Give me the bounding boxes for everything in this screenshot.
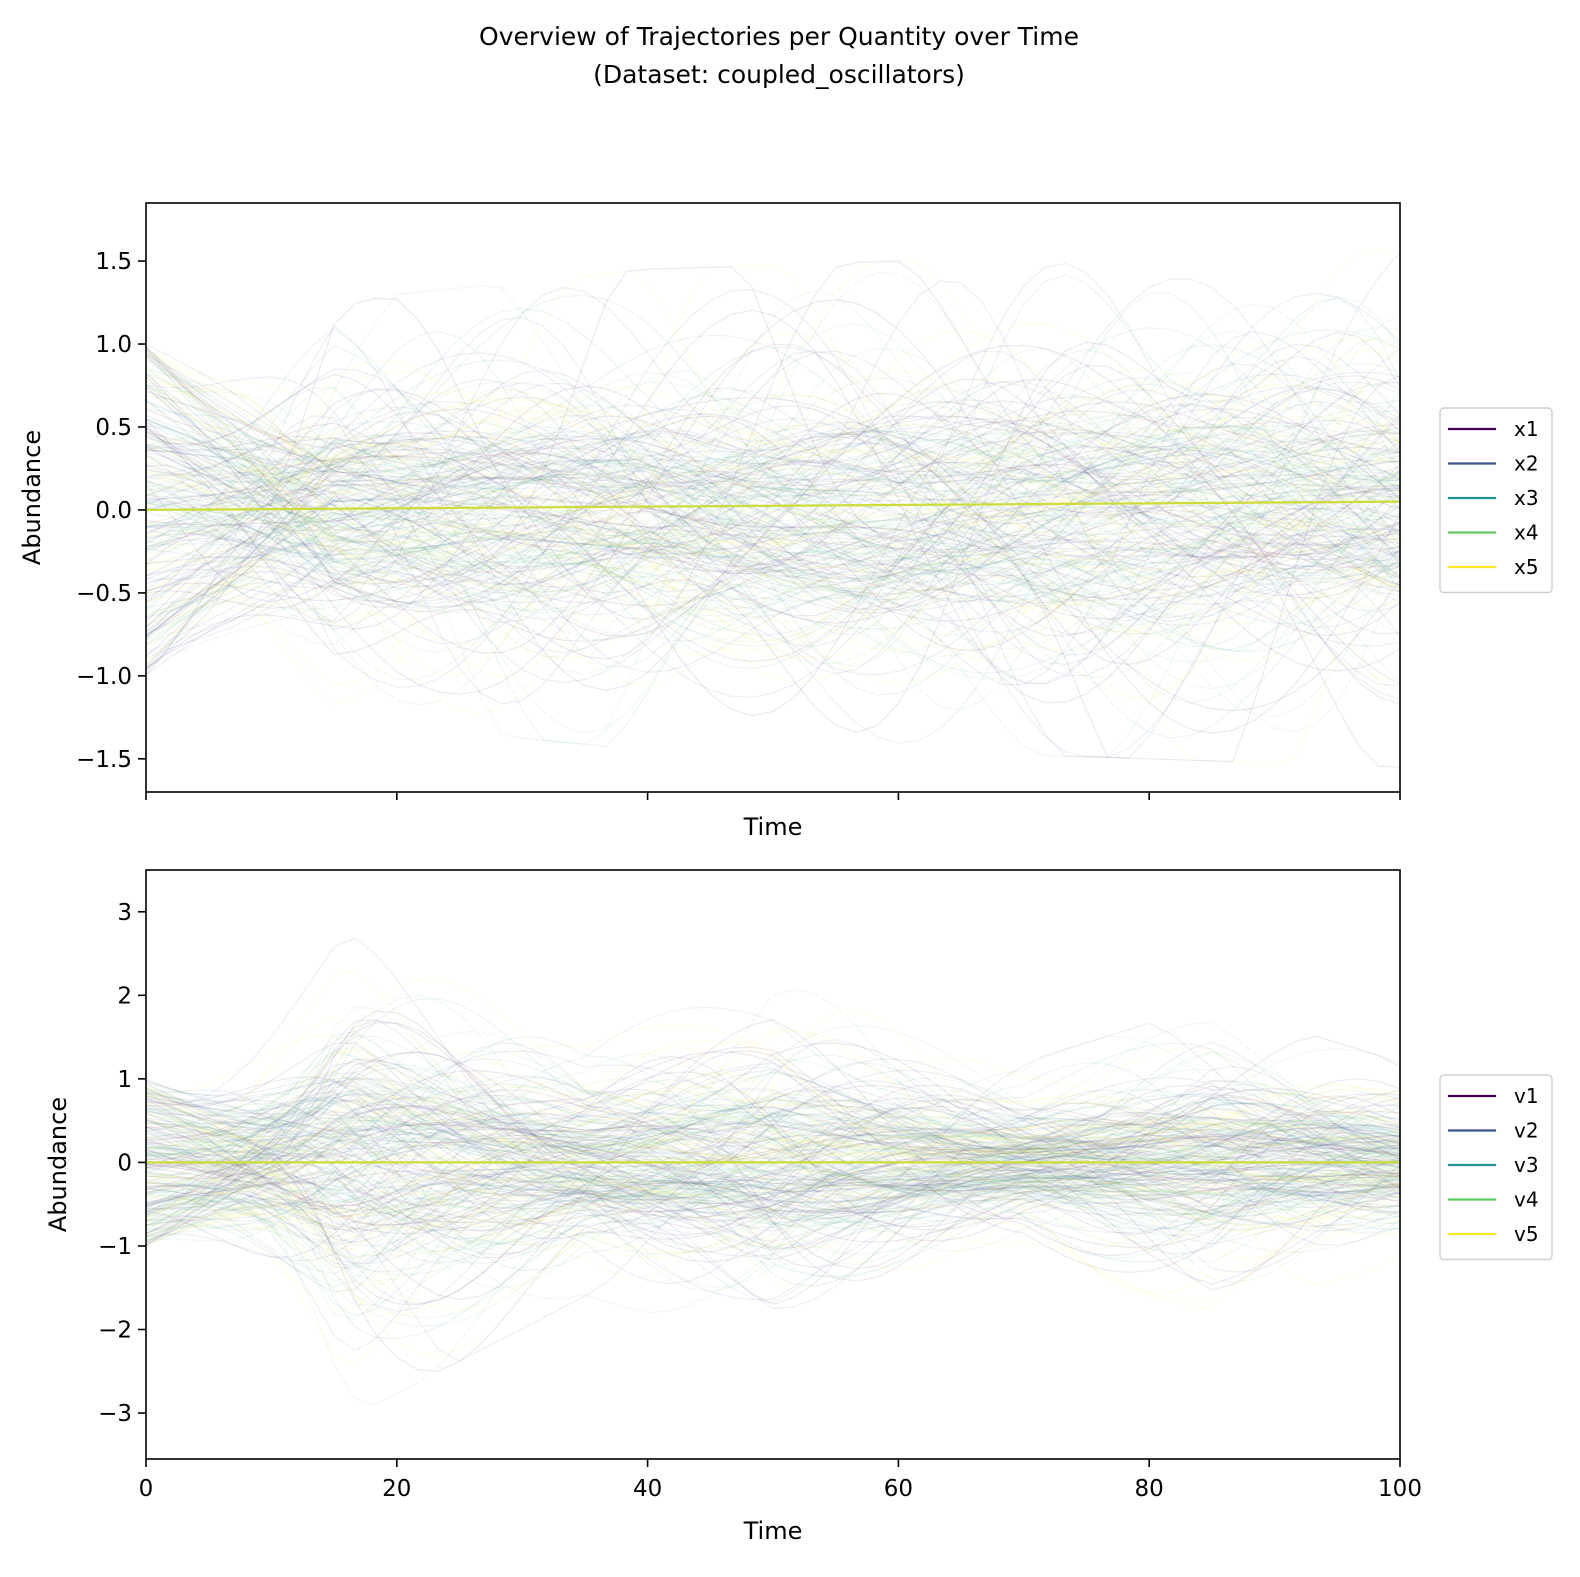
- y-tick-label: 1.0: [95, 332, 132, 358]
- top-panel: −1.5−1.0−0.50.00.51.01.5TimeAbundancex1x…: [18, 202, 1553, 841]
- x-axis-label: Time: [743, 813, 803, 841]
- axes-frame: [145, 202, 1401, 793]
- y-tick-label: −3: [98, 1401, 132, 1427]
- bottom-panel: 0 20 40 60 80 100−3−2−10123TimeAbundancev1v2v…: [44, 869, 1553, 1545]
- legend-label: v3: [1514, 1153, 1539, 1177]
- y-tick-label: 3: [117, 900, 132, 926]
- figure-subtitle: (Dataset: coupled_oscillators): [593, 60, 965, 89]
- y-tick-label: 0: [117, 1150, 132, 1176]
- legend-label: v1: [1514, 1084, 1539, 1108]
- x-tick-label: 80: [1135, 1476, 1164, 1502]
- x-tick-label: 100: [1378, 1476, 1422, 1502]
- y-tick-label: −1.0: [76, 664, 132, 690]
- y-tick-label: −2: [98, 1318, 132, 1344]
- axes-frame: [145, 869, 1401, 1460]
- y-tick-label: −1.5: [76, 747, 132, 773]
- y-tick-label: −1: [98, 1234, 132, 1260]
- legend-label: x5: [1514, 555, 1539, 579]
- legend: v1 v2 v3 v4 v5: [1439, 1074, 1553, 1261]
- legend-label: x2: [1514, 452, 1539, 476]
- y-axis-label: Abundance: [44, 1097, 72, 1232]
- legend-box: [1439, 407, 1553, 594]
- trajectory-bundle: [146, 937, 1400, 1406]
- legend-box: [1439, 1074, 1553, 1261]
- legend-label: v5: [1514, 1222, 1539, 1246]
- y-axis-label: Abundance: [18, 430, 46, 565]
- x-tick-label: 20: [382, 1476, 411, 1502]
- x-tick-label: 60: [884, 1476, 913, 1502]
- legend-label: v2: [1514, 1119, 1539, 1143]
- y-tick-label: −0.5: [76, 581, 132, 607]
- y-tick-label: 2: [117, 983, 132, 1009]
- mean-line: [145, 500, 1401, 512]
- y-tick-label: 1: [117, 1067, 132, 1093]
- legend-label: x4: [1514, 521, 1539, 545]
- legend-label: x3: [1514, 486, 1539, 510]
- legend: x1 x2 x3 x4 x5: [1439, 407, 1553, 594]
- y-tick-label: 1.5: [95, 249, 132, 275]
- x-axis-label: Time: [743, 1517, 803, 1545]
- trajectory-bundle: [146, 248, 1400, 768]
- legend-label: x1: [1514, 417, 1539, 441]
- x-tick-label: 40: [633, 1476, 662, 1502]
- x-tick-label: 0: [139, 1476, 154, 1502]
- legend-label: v4: [1514, 1188, 1539, 1212]
- y-tick-label: 0.0: [95, 498, 132, 524]
- figure-title: Overview of Trajectories per Quantity ov…: [479, 22, 1079, 51]
- y-tick-label: 0.5: [95, 415, 132, 441]
